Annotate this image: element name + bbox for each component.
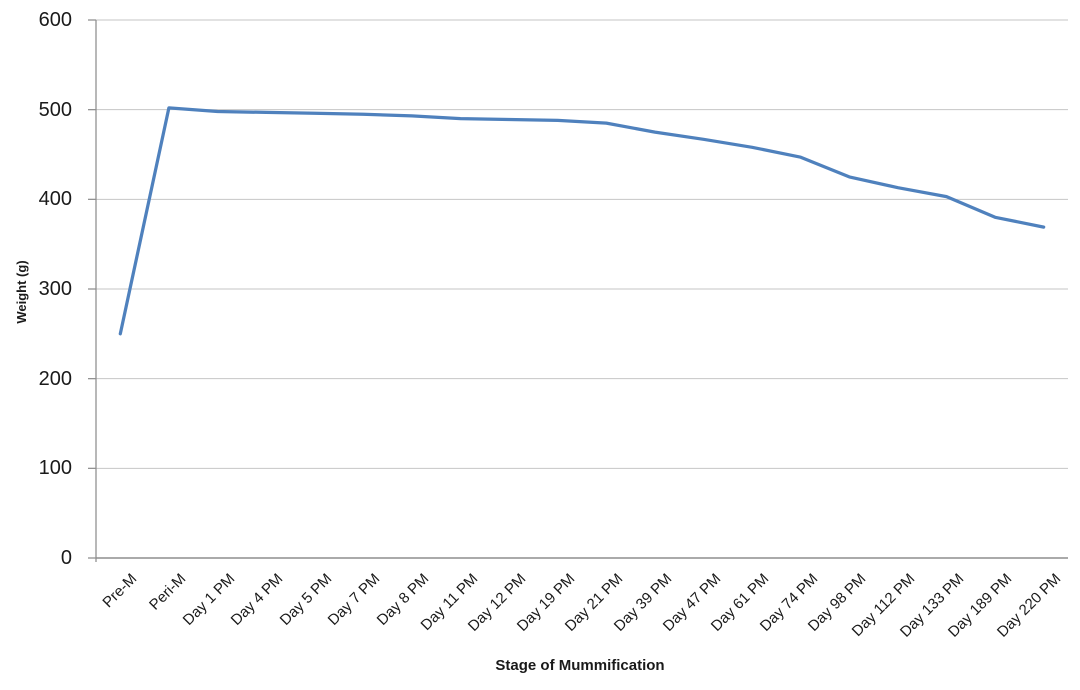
y-tick-label: 600 [38,9,72,31]
y-tick-label: 100 [38,457,72,480]
y-axis-title-text: Weight (g) [14,260,29,324]
y-tick-label: 200 [38,367,72,390]
y-tick-label: 0 [60,547,72,569]
y-tick-label: 300 [38,278,72,300]
x-axis-title: Stage of Mummification [495,657,665,674]
data-line-weight [118,106,1046,336]
y-tick-label: 400 [38,188,72,211]
y-tick-label: 500 [38,98,72,121]
